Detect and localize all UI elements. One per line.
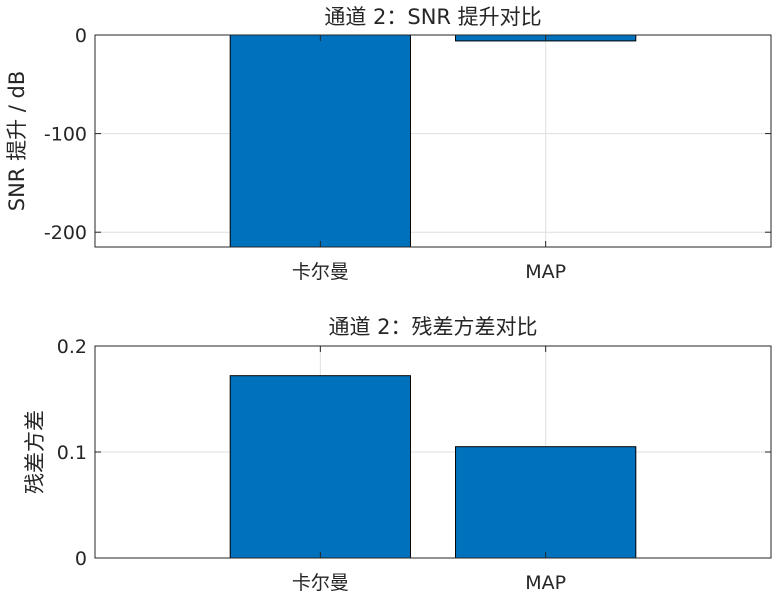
y-axis-label: 残差方差	[23, 410, 47, 494]
bar	[229, 34, 411, 248]
x-ticks: 卡尔曼 MAP	[292, 346, 566, 594]
y-tick-label: 0	[75, 548, 87, 570]
bar	[455, 446, 637, 559]
x-tick-label: 卡尔曼	[292, 572, 349, 594]
bars	[229, 375, 637, 559]
chart-title: 通道 2：SNR 提升对比	[324, 5, 541, 29]
y-tick-label: -100	[44, 124, 87, 146]
x-tick-label: MAP	[525, 261, 566, 283]
x-ticks: 卡尔曼 MAP	[292, 35, 566, 283]
chart-title: 通道 2：残差方差对比	[328, 315, 537, 339]
plot-area	[95, 35, 771, 247]
y-ticks: 0 0.1 0.2	[57, 336, 771, 570]
bars	[229, 34, 637, 248]
y-ticks: -200 -100 0	[44, 25, 771, 244]
residual-variance-chart: 0 0.1 0.2 卡尔曼 MAP 通道 2：残差方差对比 残差方差	[23, 315, 772, 594]
snr-chart: -200 -100 0 卡尔曼 MAP 通道 2：SNR 提升对比 SNR 提升 / …	[5, 5, 772, 283]
bar	[229, 375, 411, 559]
y-tick-label: 0	[75, 25, 87, 47]
axes-box	[94, 34, 772, 248]
y-tick-label: -200	[44, 222, 87, 244]
x-tick-label: 卡尔曼	[292, 261, 349, 283]
y-axis-label: SNR 提升 / dB	[5, 71, 29, 211]
y-tick-label: 0.1	[57, 442, 87, 464]
x-tick-label: MAP	[525, 572, 566, 594]
y-tick-label: 0.2	[57, 336, 87, 358]
